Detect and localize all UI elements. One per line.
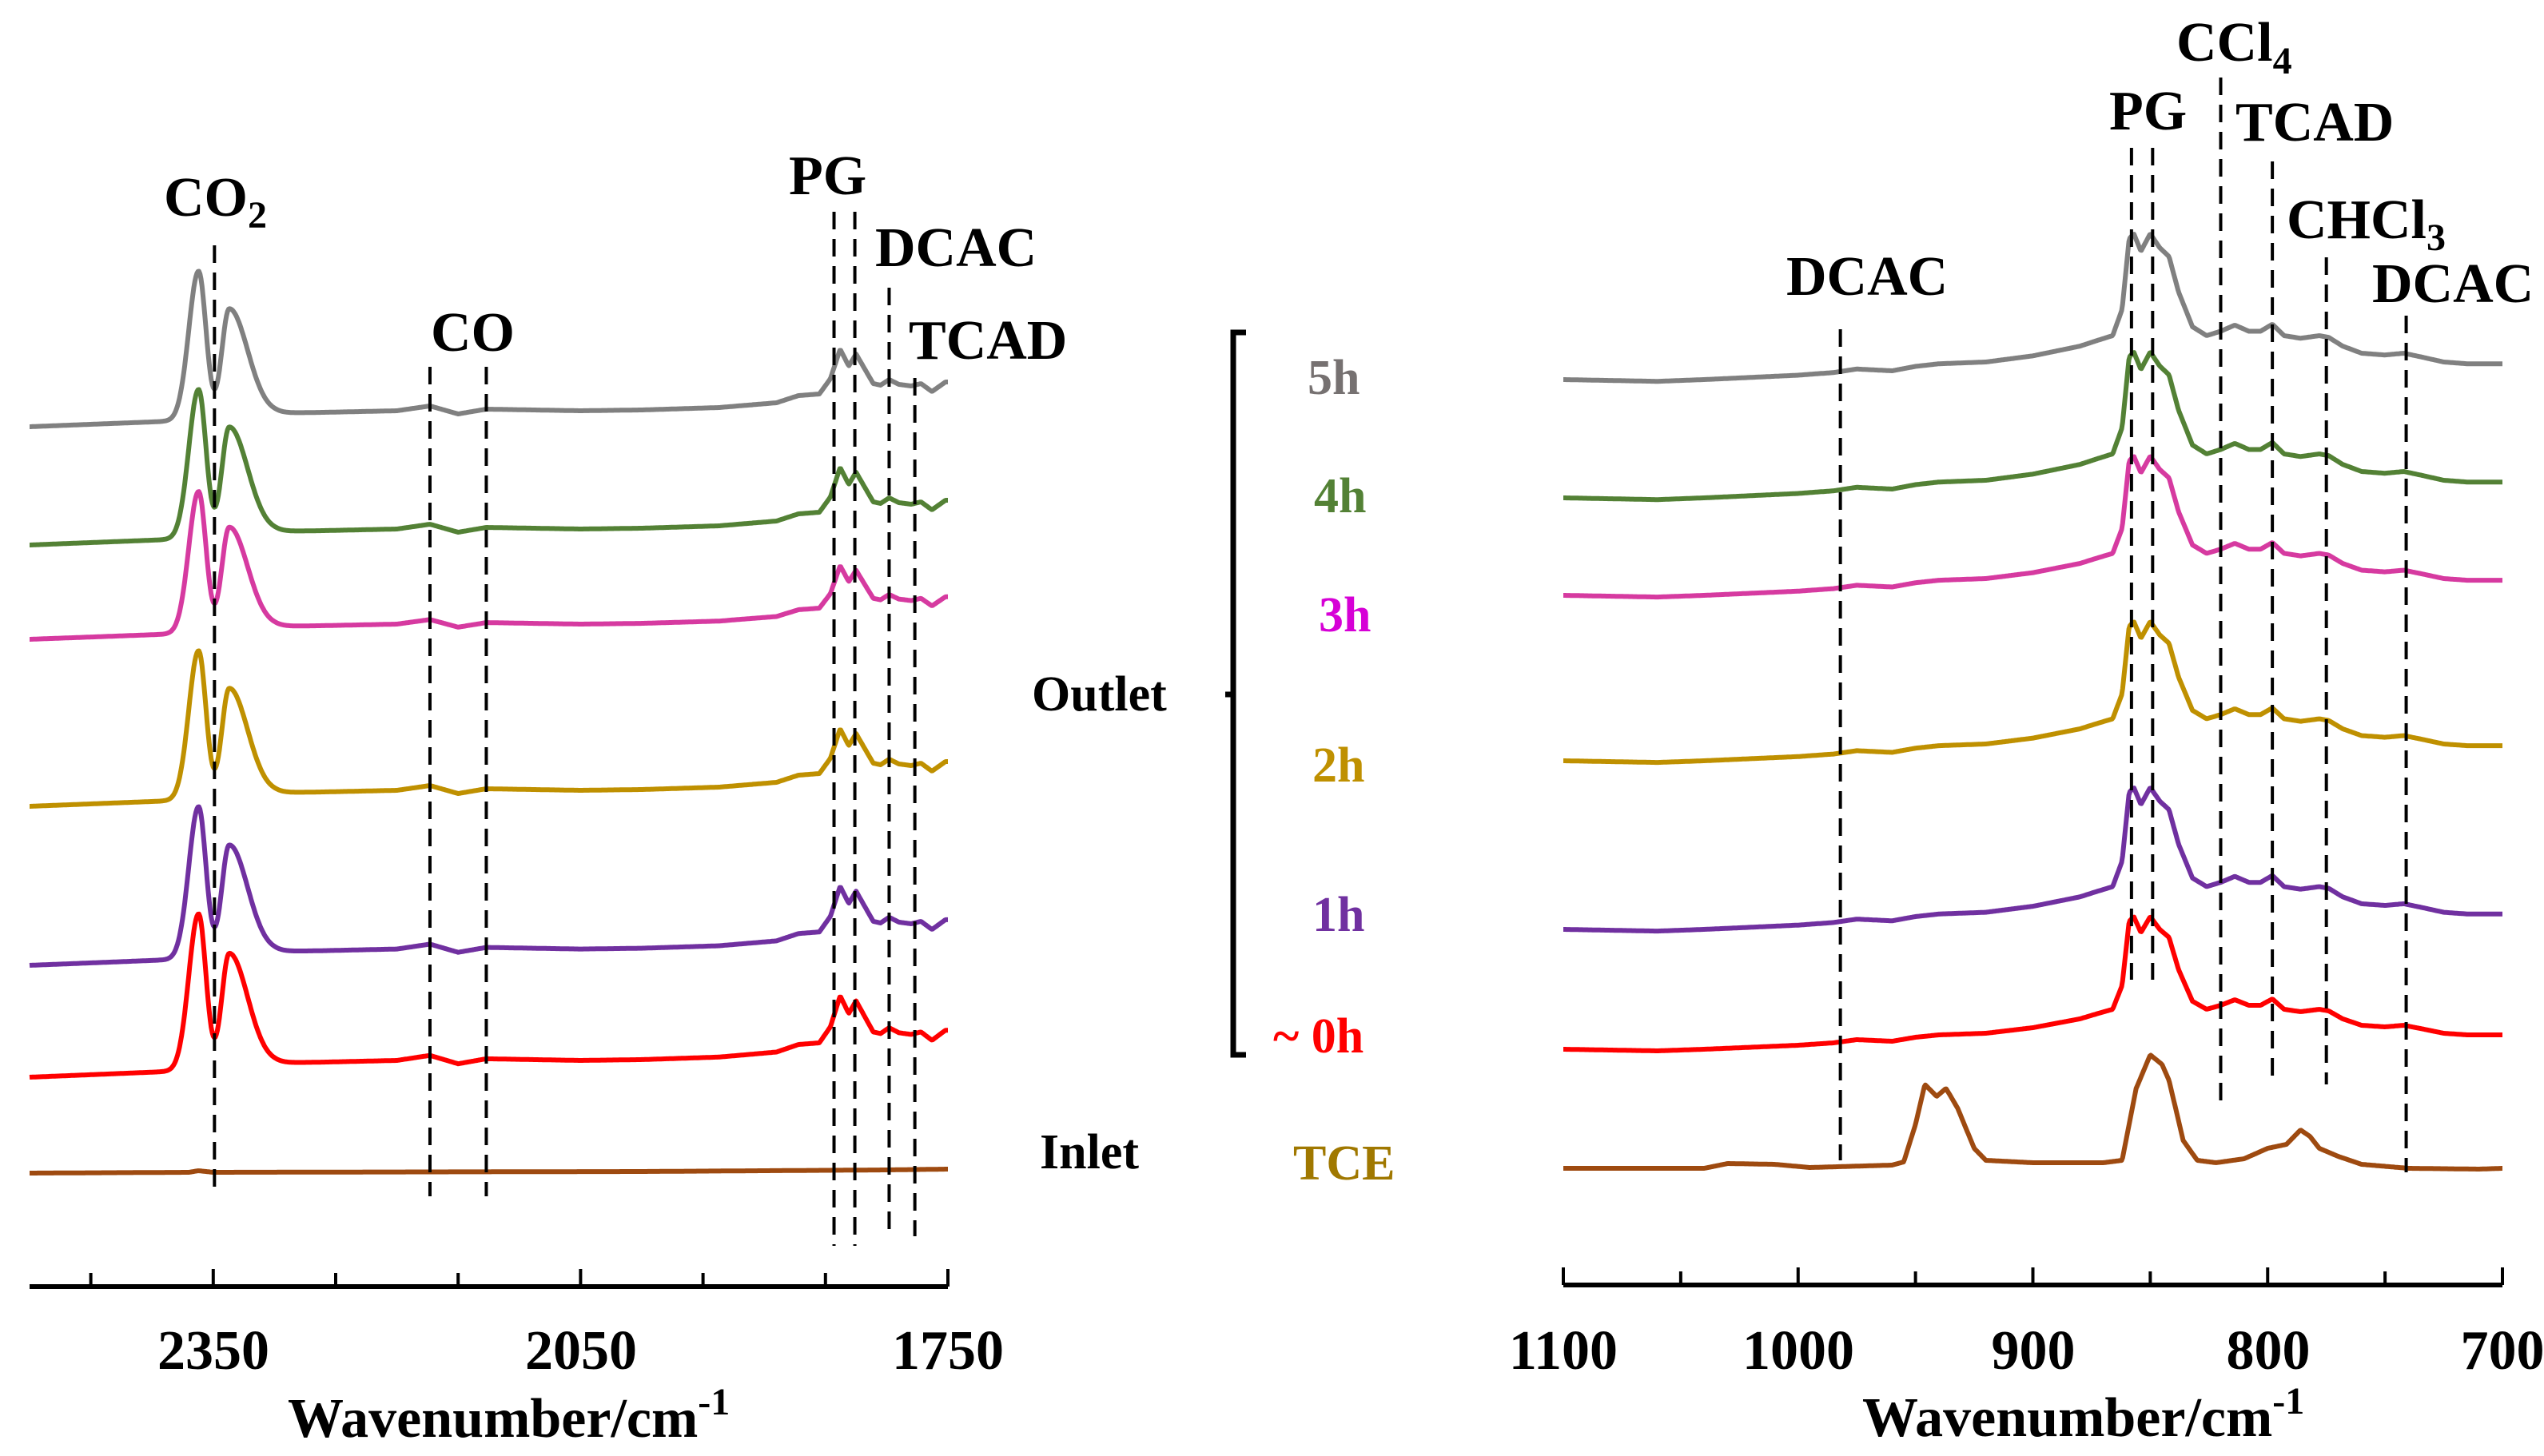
label-pg-left: PG <box>789 145 866 207</box>
spectrum-inlet <box>28 1167 950 1176</box>
spectrum-0h <box>1562 914 2504 1053</box>
label-pg-right: PG <box>2109 81 2187 142</box>
tick-label-2350: 2350 <box>157 1320 269 1382</box>
legend-item-2h: 2h <box>1312 738 1364 793</box>
spectrum-2h <box>28 648 950 809</box>
tick-label-800: 800 <box>2227 1320 2311 1382</box>
label-dcac-741: DCAC <box>2372 253 2534 315</box>
legend-item-tce: TCE <box>1293 1136 1395 1191</box>
left-annotation-lines <box>213 212 917 1246</box>
legend-item-4h: 4h <box>1314 469 1366 523</box>
tick-label-1000: 1000 <box>1742 1320 1854 1382</box>
spectrum-1h <box>1562 786 2504 934</box>
label-co: CO <box>431 302 515 364</box>
legend-item-1h: 1h <box>1312 888 1364 942</box>
legend-item-3h: 3h <box>1319 588 1371 642</box>
spectrum-0h <box>28 911 950 1080</box>
spectrum-3h <box>28 489 950 642</box>
label-tcad-right: TCAD <box>2235 92 2394 153</box>
right-panel: DCAC PG CCl4 TCAD CHCl3 DCAC 1100 1000 9… <box>1509 12 2544 1449</box>
tick-label-700: 700 <box>2461 1320 2544 1382</box>
label-dcac-982: DCAC <box>1786 246 1948 308</box>
left-spectra <box>28 269 950 1176</box>
spectrum-4h <box>28 387 950 547</box>
label-dcac-left: DCAC <box>875 217 1037 279</box>
outlet-label: Outlet <box>1032 667 1167 722</box>
tick-label-1750: 1750 <box>892 1320 1004 1382</box>
spectrum-2h <box>1562 619 2504 766</box>
left-x-axis-title: Wavenumber/cm-1 <box>288 1381 730 1450</box>
label-tcad-left: TCAD <box>909 310 1067 372</box>
outlet-bracket <box>1225 329 1246 1058</box>
legend: Outlet Inlet 5h 4h 3h 2h 1h ~ 0h TCE <box>1032 329 1395 1191</box>
spectrum-1h <box>28 804 950 968</box>
tick-label-900: 900 <box>1992 1320 2076 1382</box>
legend-item-5h: 5h <box>1308 351 1360 405</box>
spectrum-tce <box>1562 1052 2504 1172</box>
legend-item-0h: ~ 0h <box>1273 1009 1364 1064</box>
right-annotation-lines <box>1838 78 2408 1172</box>
spectrum-5h <box>28 269 950 429</box>
tick-label-2050: 2050 <box>525 1320 637 1382</box>
tick-label-1100: 1100 <box>1509 1320 1618 1382</box>
inlet-label: Inlet <box>1040 1125 1139 1180</box>
label-co2: CO2 <box>164 167 267 237</box>
right-x-axis-title: Wavenumber/cm-1 <box>1862 1380 2304 1449</box>
spectrum-3h <box>1562 454 2504 600</box>
right-spectra <box>1562 232 2504 1172</box>
left-x-axis <box>30 1269 950 1289</box>
label-chcl3: CHCl3 <box>2287 189 2446 259</box>
label-ccl4: CCl4 <box>2176 12 2292 82</box>
left-panel: CO2 CO PG DCAC TCAD 2350 2050 1750 Waven… <box>28 145 1067 1450</box>
spectrum-4h <box>1562 350 2504 503</box>
spectrum-5h <box>1562 232 2504 384</box>
right-x-axis <box>1562 1267 2504 1287</box>
